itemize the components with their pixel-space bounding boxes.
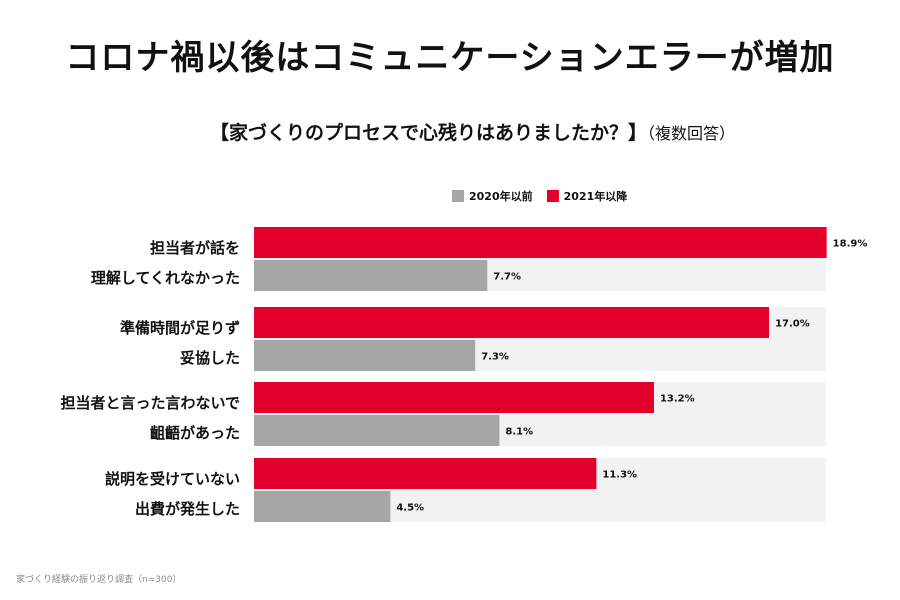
data-label: 13.2% <box>660 394 695 405</box>
category-label: 妥協した <box>180 349 240 367</box>
subtitle-text: 【家づくりのプロセスで心残りはありましたか？】 <box>210 122 648 144</box>
data-label: 7.3% <box>481 352 509 363</box>
data-label: 4.5% <box>396 503 424 514</box>
category-label: 出費が発生した <box>135 500 240 518</box>
legend-item-2020: 2020年以前 <box>452 188 533 204</box>
category-label: 齟齬があった <box>150 424 240 442</box>
data-label: 11.3% <box>602 470 637 481</box>
footnote: 家づくり経験の振り返り調査（n=300） <box>16 575 182 585</box>
bar <box>254 340 476 371</box>
data-label: 17.0% <box>775 319 810 330</box>
bar <box>254 307 770 338</box>
category-label: 説明を受けていない <box>105 470 240 488</box>
chart-legend: 2020年以前 2021年以降 <box>452 188 641 204</box>
category-label: 準備時間が足りず <box>120 319 240 337</box>
legend-swatch-2021 <box>546 190 559 202</box>
category-label: 担当者が話を <box>150 239 240 257</box>
legend-item-2021: 2021年以降 <box>546 188 628 204</box>
category-label: 担当者と言った言わないで <box>60 394 240 412</box>
data-label: 7.7% <box>493 272 521 283</box>
bar <box>254 227 827 258</box>
chart-subtitle: 【家づくりのプロセスで心残りはありましたか？】（複数回答） <box>210 118 810 145</box>
subtitle-note: （複数回答） <box>647 124 736 143</box>
legend-swatch-2020 <box>452 190 464 202</box>
data-label: 18.9% <box>833 239 868 250</box>
data-label: 8.1% <box>505 427 533 438</box>
bar <box>254 260 488 291</box>
category-label: 理解してくれなかった <box>91 269 240 287</box>
legend-label-2021: 2021年以降 <box>563 190 628 203</box>
bar <box>254 382 654 413</box>
legend-label-2020: 2020年以前 <box>469 190 533 203</box>
bar <box>254 491 391 522</box>
bar <box>254 458 597 489</box>
bar <box>254 415 500 446</box>
page-title: コロナ禍以後はコミュニケーションエラーが増加 <box>65 38 835 78</box>
